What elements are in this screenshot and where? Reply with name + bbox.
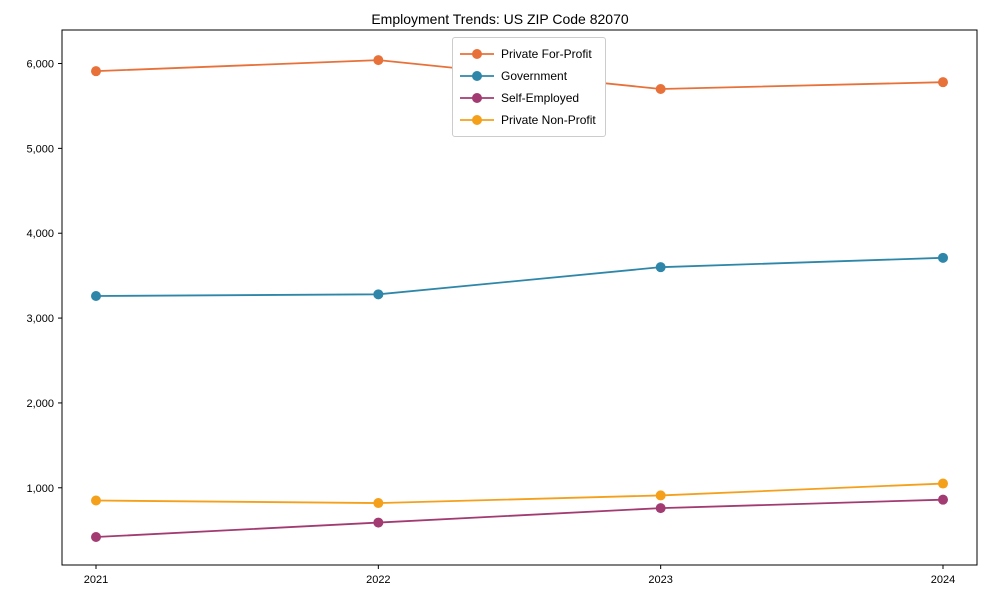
legend-item-private-for-profit: Private For-Profit	[460, 43, 596, 65]
data-point-government-2022	[373, 289, 384, 300]
y-axis-tick-label: 1,000	[26, 483, 54, 495]
data-point-private-for-profit-2024	[938, 77, 948, 88]
data-point-self-employed-2024	[938, 494, 948, 505]
legend-label-government: Government	[501, 69, 568, 83]
y-axis-tick-label: 2,000	[26, 398, 54, 410]
y-axis-tick-label: 6,000	[26, 59, 54, 71]
data-point-private-for-profit-2022	[373, 55, 384, 66]
data-point-government-2023	[655, 262, 666, 273]
legend: Private For-Profit Government Self-Employe…	[452, 37, 606, 137]
axes-spines	[61, 29, 978, 566]
legend-label-private-non-profit: Private Non-Profit	[501, 113, 596, 127]
data-point-government-2021	[91, 291, 101, 302]
series-line-private-non-profit	[95, 482, 944, 504]
data-point-private-non-profit-2024	[938, 478, 948, 489]
legend-marker-private-for-profit	[460, 49, 494, 59]
legend-marker-government	[460, 71, 494, 81]
data-point-self-employed-2022	[373, 517, 384, 528]
legend-item-government: Government	[460, 65, 596, 87]
series-line-government	[95, 256, 944, 297]
x-axis-tick-label: 2022	[366, 574, 390, 586]
legend-marker-private-non-profit	[460, 115, 494, 125]
data-point-self-employed-2021	[91, 531, 101, 542]
y-axis-tick-label: 4,000	[26, 228, 54, 240]
legend-label-self-employed: Self-Employed	[501, 91, 580, 105]
data-point-self-employed-2023	[655, 503, 666, 514]
y-axis-tick-label: 5,000	[26, 143, 54, 155]
data-point-private-for-profit-2023	[655, 83, 666, 94]
data-point-private-non-profit-2021	[91, 495, 101, 506]
legend-marker-self-employed	[460, 93, 494, 103]
data-point-private-non-profit-2023	[655, 490, 666, 501]
x-axis-tick-label: 2021	[84, 574, 108, 586]
series-line-self-employed	[95, 498, 944, 538]
legend-item-private-non-profit: Private Non-Profit	[460, 109, 596, 131]
x-axis-tick-label: 2023	[648, 574, 672, 586]
legend-label-private-for-profit: Private For-Profit	[501, 47, 592, 61]
data-point-private-non-profit-2022	[373, 498, 384, 509]
y-axis-tick-label: 3,000	[26, 313, 54, 325]
data-point-private-for-profit-2021	[91, 66, 101, 77]
legend-item-self-employed: Self-Employed	[460, 87, 596, 109]
x-axis-tick-label: 2024	[931, 574, 955, 586]
data-point-government-2024	[938, 252, 948, 263]
chart-title: Employment Trends: US ZIP Code 82070	[371, 11, 629, 27]
